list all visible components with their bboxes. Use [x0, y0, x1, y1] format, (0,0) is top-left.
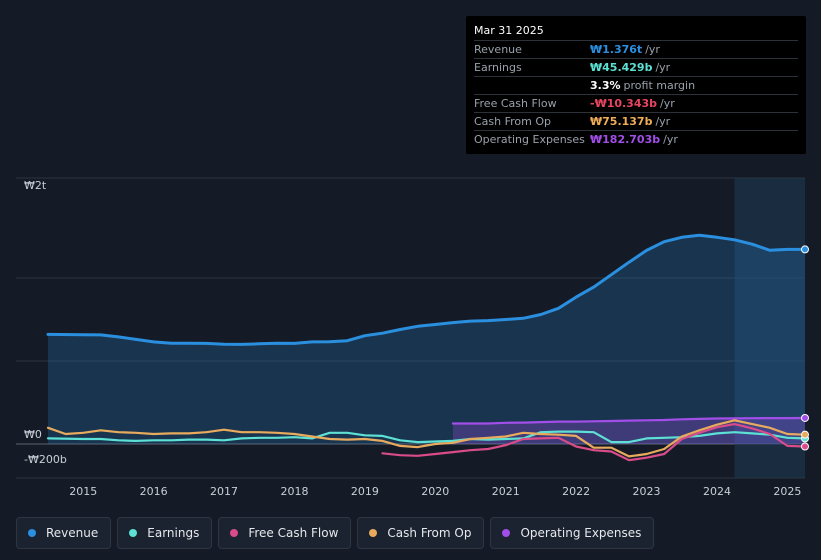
legend-item-cash-from-op[interactable]: Cash From Op: [357, 517, 485, 549]
tooltip-row-label: Cash From Op: [474, 115, 552, 128]
revenue-line: [46, 233, 807, 346]
series-lines: [46, 233, 807, 462]
series-areas: [48, 235, 805, 444]
x-tick-label: 2015: [69, 485, 97, 498]
legend-item-label: Operating Expenses: [520, 526, 642, 540]
tooltip-row-value: ₩182.703b: [590, 133, 661, 146]
hover-tooltip: Mar 31 2025 Revenue ₩1.376t/yr Earnings ₩45…: [466, 16, 806, 154]
y-tick-label: ₩0: [24, 428, 42, 441]
revenue-area: [48, 235, 805, 444]
legend-item-label: Earnings: [147, 526, 200, 540]
legend-item-earnings[interactable]: Earnings: [117, 517, 213, 549]
legend-item-free-cash-flow[interactable]: Free Cash Flow: [218, 517, 352, 549]
tooltip-row-value: 3.3%: [590, 79, 621, 92]
tooltip-row: Earnings ₩45.429b/yr: [474, 58, 798, 76]
x-tick-label: 2022: [562, 485, 590, 498]
tooltip-row-label: Free Cash Flow: [474, 97, 557, 110]
x-tick-label: 2018: [280, 485, 308, 498]
free-cash-flow-line: [381, 423, 807, 462]
x-tick-label: 2019: [351, 485, 379, 498]
legend-item-label: Cash From Op: [387, 526, 472, 540]
legend-item-revenue[interactable]: Revenue: [16, 517, 112, 549]
tooltip-row-value: ₩75.137b: [590, 115, 653, 128]
tooltip-rows: Revenue ₩1.376t/yr Earnings ₩45.429b/yr 3.3%…: [474, 40, 798, 148]
tooltip-row-value: ₩1.376t: [590, 43, 643, 56]
x-axis-tick-labels: 2015 2016 2017 2018 2019 2020 2021 2022 2023 2024…: [69, 485, 801, 498]
tooltip-row-label: [474, 77, 590, 94]
chart-legend: Revenue Earnings Free Cash Flow Cash From O…: [16, 517, 655, 549]
operating-expenses-end-point: [801, 413, 809, 422]
x-tick-label: 2017: [210, 485, 238, 498]
legend-dot-icon: [28, 529, 36, 537]
tooltip-row-unit: /yr: [663, 133, 678, 146]
chart-plot: ₩2t ₩0 -₩200b 2015 2016 2017 2018 2019 2020 2021…: [16, 177, 809, 498]
tooltip-row-label: Operating Expenses: [474, 133, 585, 146]
legend-dot-icon: [129, 529, 138, 537]
legend-item-label: Revenue: [46, 526, 99, 540]
tooltip-row: Free Cash Flow -₩10.343b/yr: [474, 94, 798, 112]
gridlines: [16, 177, 805, 479]
tooltip-row-unit: /yr: [655, 115, 671, 128]
legend-item-label: Free Cash Flow: [248, 526, 339, 540]
cash-from-op-end-point: [801, 430, 809, 439]
tooltip-row-label: Earnings: [474, 61, 522, 74]
x-tick-label: 2025: [773, 485, 801, 498]
x-tick-label: 2024: [703, 485, 731, 498]
tooltip-row-value: -₩10.343b: [590, 97, 658, 110]
x-tick-label: 2016: [140, 485, 168, 498]
x-tick-label: 2023: [633, 485, 661, 498]
tooltip-row: Cash From Op ₩75.137b/yr: [474, 112, 798, 130]
revenue-end-point: [801, 245, 809, 254]
y-tick-label: ₩2t: [24, 179, 47, 192]
operating-expenses-line: [451, 416, 807, 425]
tooltip-row: Revenue ₩1.376t/yr: [474, 40, 798, 58]
tooltip-row-value: ₩45.429b: [590, 61, 653, 74]
cash-from-op-line: [46, 419, 807, 458]
legend-dot-icon: [230, 529, 239, 537]
tooltip-date: Mar 31 2025: [474, 24, 544, 37]
legend-dot-icon: [502, 529, 511, 537]
y-tick-label: -₩200b: [24, 453, 67, 466]
tooltip-row-unit: /yr: [645, 43, 660, 56]
tooltip-row-unit: /yr: [660, 97, 675, 110]
tooltip-row-unit: profit margin: [623, 79, 696, 92]
tooltip-row-unit: /yr: [655, 61, 671, 74]
legend-item-operating-expenses[interactable]: Operating Expenses: [490, 517, 655, 549]
tooltip-row-label: Revenue: [474, 43, 522, 56]
tooltip-row: 3.3% profit margin: [474, 76, 798, 94]
x-tick-label: 2021: [492, 485, 520, 498]
x-tick-label: 2020: [421, 485, 449, 498]
y-axis-tick-labels: ₩2t ₩0 -₩200b: [24, 179, 67, 466]
series-end-markers: [801, 245, 809, 451]
free-cash-flow-end-point: [801, 442, 809, 451]
tooltip-row: Operating Expenses ₩182.703b/yr: [474, 130, 798, 148]
legend-dot-icon: [369, 529, 378, 537]
